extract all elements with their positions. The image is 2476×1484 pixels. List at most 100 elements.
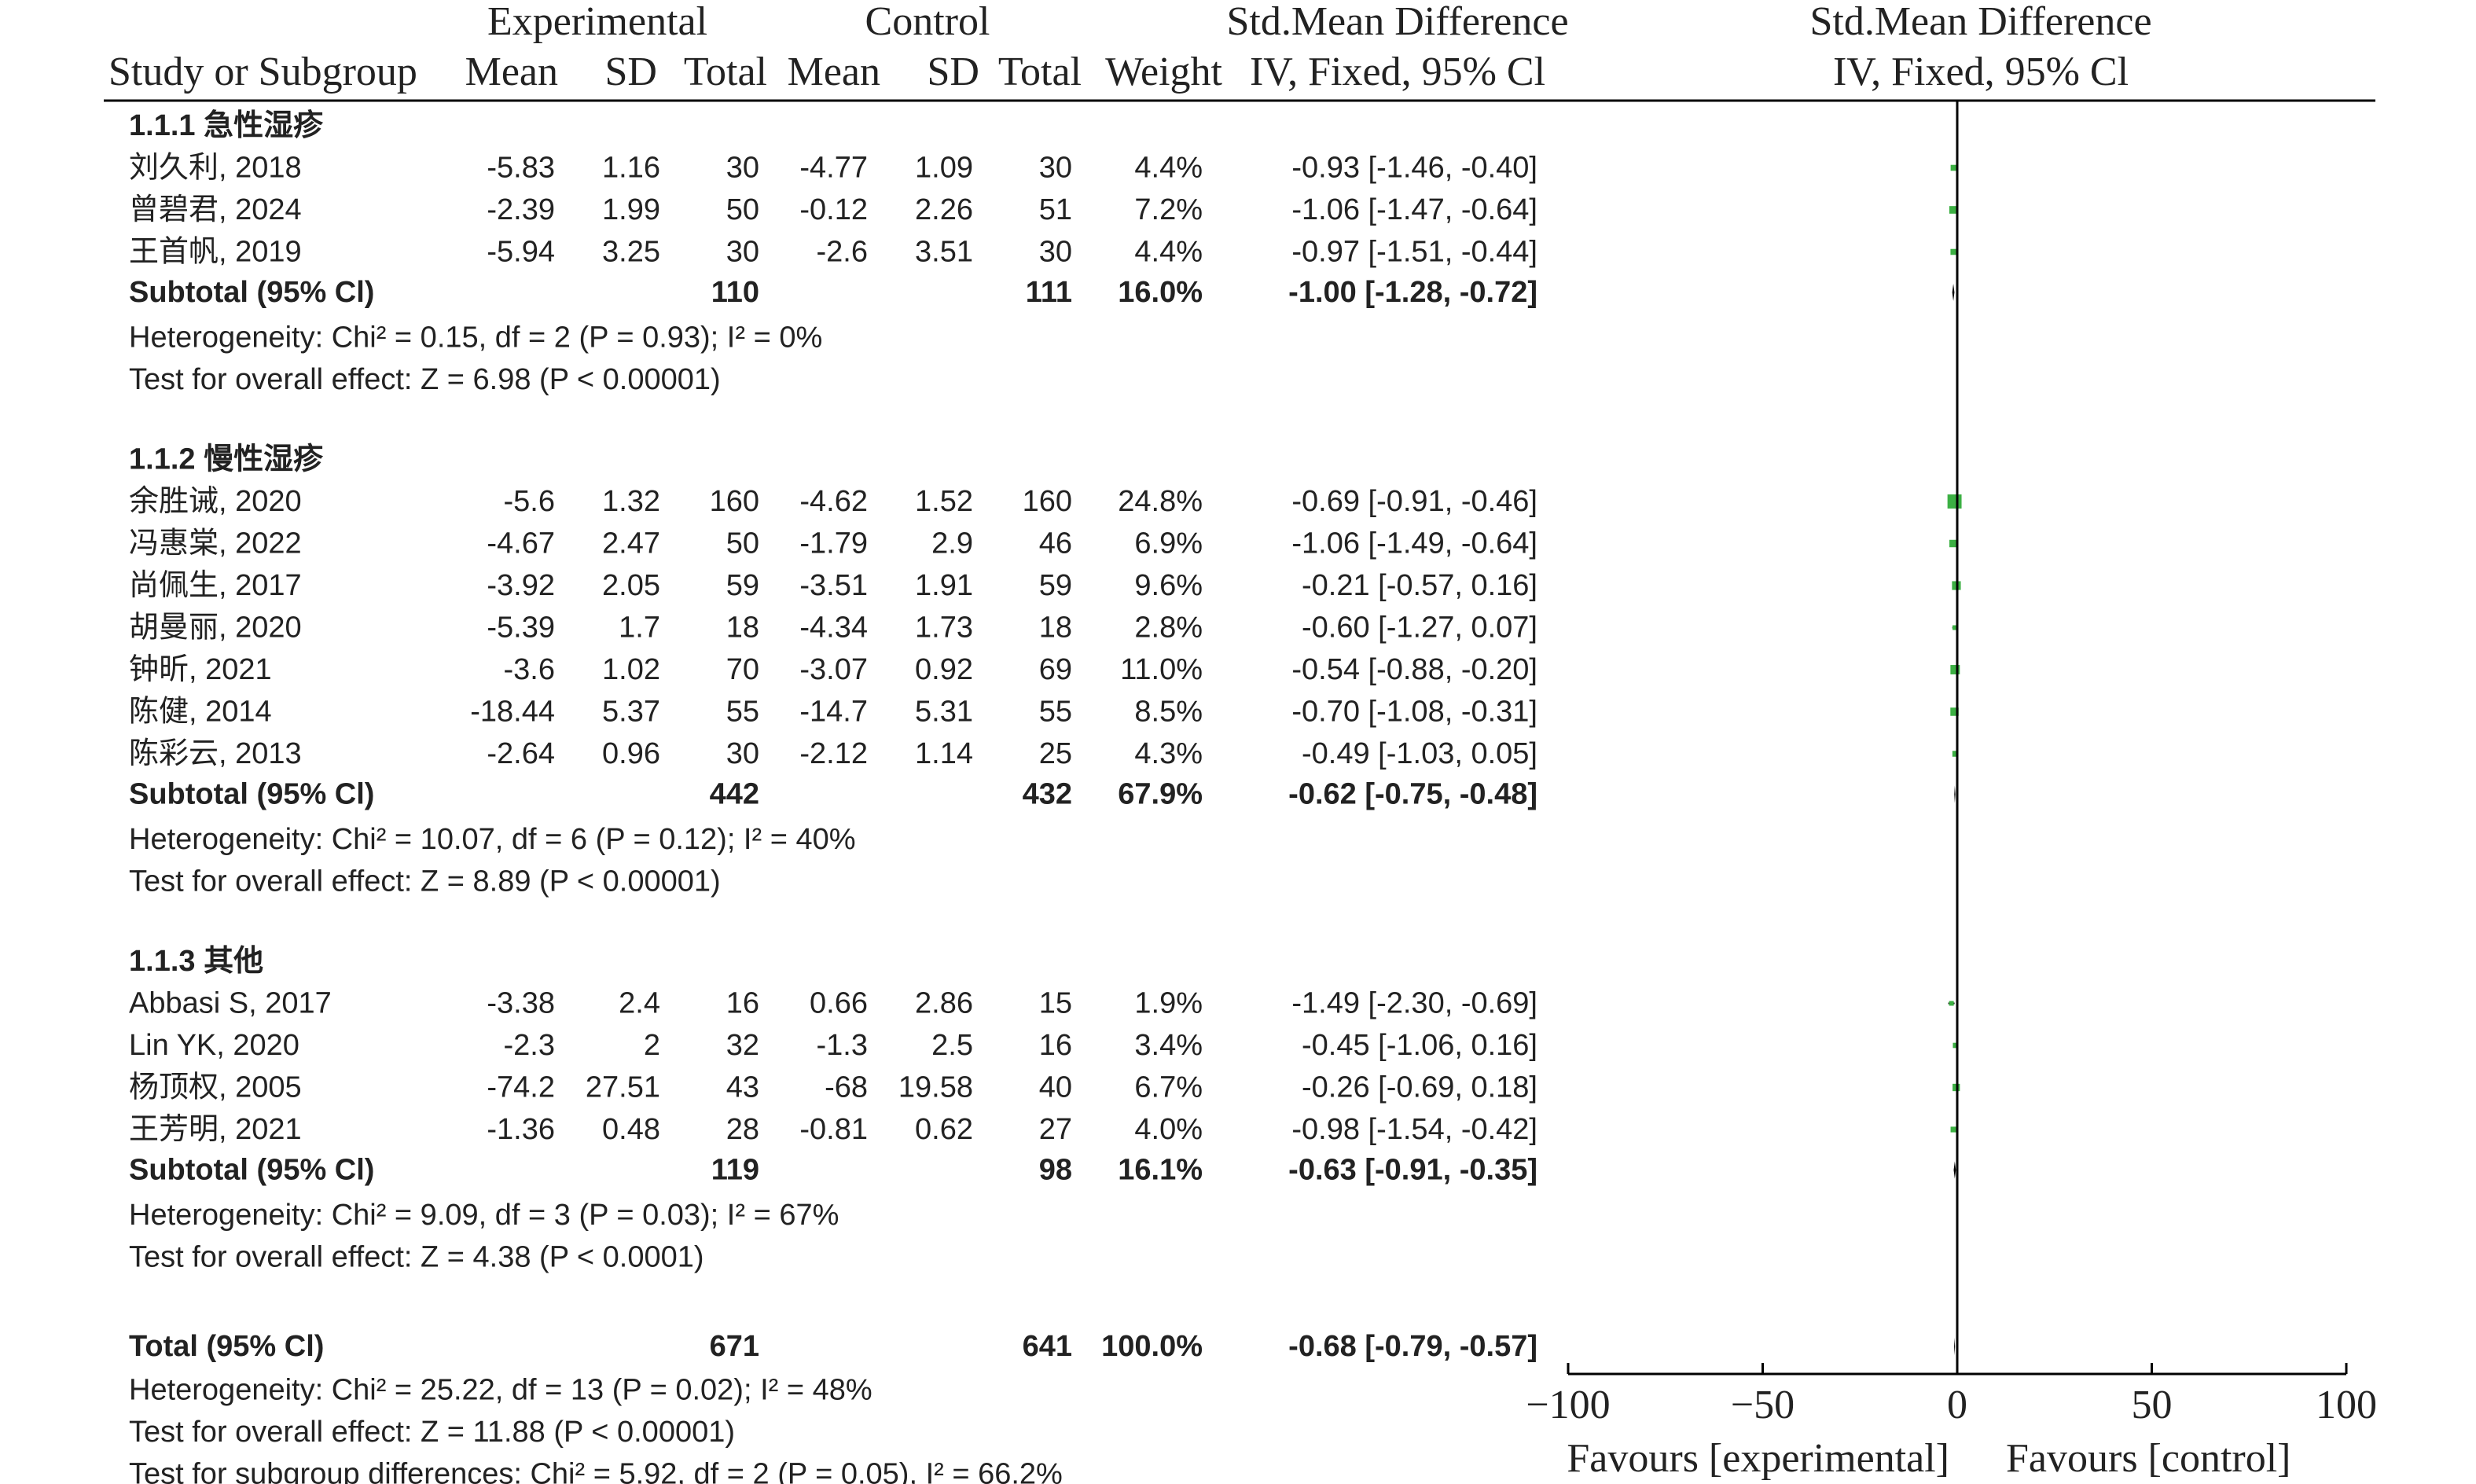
heterogeneity-text: Heterogeneity: Chi² = 10.07, df = 6 (P =… <box>129 823 856 856</box>
study-e-total: 30 <box>726 737 759 770</box>
study-c-mean: -4.77 <box>799 152 868 185</box>
study-c-mean: -1.79 <box>799 527 868 560</box>
header-experimental: Experimental <box>487 0 707 44</box>
study-name: Abbasi S, 2017 <box>129 987 332 1020</box>
x-tick-label: −50 <box>1731 1383 1795 1427</box>
study-c-sd: 1.91 <box>915 569 973 602</box>
study-ci: -0.60 [-1.27, 0.07] <box>1302 612 1537 645</box>
subtotal-label: Subtotal (95% Cl) <box>129 1154 374 1187</box>
study-e-mean: -5.39 <box>487 612 555 645</box>
study-e-sd: 1.99 <box>602 193 660 226</box>
study-ci: -0.45 [-1.06, 0.16] <box>1302 1029 1537 1062</box>
study-e-mean: -5.6 <box>504 485 555 518</box>
header-exp-mean: Mean <box>465 50 558 94</box>
study-c-mean: -2.12 <box>799 737 868 770</box>
study-c-sd: 0.92 <box>915 653 973 686</box>
plot-marks <box>1947 164 1962 1355</box>
header-effect-method: IV, Fixed, 95% Cl <box>1250 50 1545 94</box>
study-e-mean: -3.6 <box>504 653 555 686</box>
heterogeneity-text: Heterogeneity: Chi² = 9.09, df = 3 (P = … <box>129 1199 839 1232</box>
study-name: 刘久利, 2018 <box>129 152 302 185</box>
study-e-sd: 1.02 <box>602 653 660 686</box>
study-c-sd: 3.51 <box>915 236 973 269</box>
subtotal-weight: 67.9% <box>1118 778 1203 811</box>
study-ci: -0.49 [-1.03, 0.05] <box>1302 737 1537 770</box>
study-ci: -0.69 [-0.91, -0.46] <box>1291 485 1537 518</box>
study-e-total: 59 <box>726 569 759 602</box>
study-ci: -0.21 [-0.57, 0.16] <box>1302 569 1537 602</box>
study-c-total: 18 <box>1039 612 1072 645</box>
study-weight: 4.4% <box>1134 152 1203 185</box>
x-tick-label: 0 <box>1947 1383 1967 1427</box>
study-ci: -1.49 [-2.30, -0.69] <box>1291 987 1537 1020</box>
study-name: 胡曼丽, 2020 <box>129 612 302 645</box>
study-marker <box>1950 1126 1956 1133</box>
header-ctl-total: Total <box>998 50 1082 94</box>
total-ci: -0.68 [-0.79, -0.57] <box>1288 1330 1537 1363</box>
study-c-mean: -2.6 <box>817 236 868 269</box>
subtotal-diamond <box>1953 1161 1956 1179</box>
study-e-sd: 3.25 <box>602 236 660 269</box>
study-c-mean: -3.51 <box>799 569 868 602</box>
study-marker <box>1949 1001 1954 1006</box>
study-e-total: 30 <box>726 152 759 185</box>
study-e-mean: -2.39 <box>487 193 555 226</box>
subtotal-ci: -1.00 [-1.28, -0.72] <box>1288 276 1537 309</box>
study-ci: -0.98 [-1.54, -0.42] <box>1291 1113 1537 1146</box>
study-name: 陈健, 2014 <box>129 696 272 729</box>
x-tick-label: 50 <box>2132 1383 2173 1427</box>
study-weight: 2.8% <box>1134 612 1203 645</box>
header-plot-title: Std.Mean Difference <box>1809 0 2151 44</box>
header-effect-title: Std.Mean Difference <box>1226 0 1568 44</box>
study-c-sd: 1.09 <box>915 152 973 185</box>
study-e-sd: 2.4 <box>619 987 660 1020</box>
study-name: Lin YK, 2020 <box>129 1029 299 1062</box>
header-exp-sd: SD <box>605 50 657 94</box>
x-tick-label: 100 <box>2316 1383 2377 1427</box>
overall-effect-text: Test for overall effect: Z = 6.98 (P < 0… <box>129 363 721 396</box>
header-exp-total: Total <box>684 50 767 94</box>
study-c-total: 30 <box>1039 152 1072 185</box>
study-c-sd: 1.14 <box>915 737 973 770</box>
study-e-mean: -2.64 <box>487 737 555 770</box>
study-e-sd: 1.32 <box>602 485 660 518</box>
study-name: 曾碧君, 2024 <box>129 193 302 226</box>
study-e-mean: -4.67 <box>487 527 555 560</box>
study-e-mean: -18.44 <box>470 696 555 729</box>
study-e-total: 18 <box>726 612 759 645</box>
study-c-total: 46 <box>1039 527 1072 560</box>
study-e-total: 43 <box>726 1071 759 1104</box>
study-ci: -1.06 [-1.47, -0.64] <box>1291 193 1537 226</box>
study-e-sd: 0.48 <box>602 1113 660 1146</box>
subtotal-weight: 16.1% <box>1118 1154 1203 1187</box>
study-e-mean: -1.36 <box>487 1113 555 1146</box>
favours-experimental-label: Favours [experimental] <box>1567 1436 1949 1481</box>
overall-effect-text: Test for overall effect: Z = 8.89 (P < 0… <box>129 865 721 898</box>
study-weight: 4.4% <box>1134 236 1203 269</box>
study-e-sd: 1.16 <box>602 152 660 185</box>
study-e-total: 30 <box>726 236 759 269</box>
study-marker <box>1953 1042 1959 1049</box>
footer-line-3: Test for subgroup differences: Chi² = 5.… <box>129 1458 1063 1484</box>
study-c-sd: 1.73 <box>915 612 973 645</box>
study-e-sd: 1.7 <box>619 612 660 645</box>
favours-control-label: Favours [control] <box>2006 1436 2290 1481</box>
study-c-total: 16 <box>1039 1029 1072 1062</box>
study-c-mean: -0.81 <box>799 1113 868 1146</box>
study-marker <box>1950 164 1957 171</box>
study-weight: 9.6% <box>1134 569 1203 602</box>
study-name: 余胜诫, 2020 <box>129 485 302 518</box>
header-ctl-mean: Mean <box>788 50 880 94</box>
study-weight: 4.3% <box>1134 737 1203 770</box>
study-c-mean: -4.62 <box>799 485 868 518</box>
subtotal-ci: -0.63 [-0.91, -0.35] <box>1288 1154 1537 1187</box>
study-marker <box>1950 707 1959 716</box>
study-c-mean: 0.66 <box>810 987 868 1020</box>
study-c-sd: 2.86 <box>915 987 973 1020</box>
header-weight: Weight <box>1105 50 1222 94</box>
subgroup-label: 1.1.3 其他 <box>129 945 263 978</box>
study-marker <box>1949 539 1957 548</box>
study-c-total: 51 <box>1039 193 1072 226</box>
study-c-sd: 2.5 <box>931 1029 973 1062</box>
subtotal-c-total: 111 <box>1026 276 1072 309</box>
